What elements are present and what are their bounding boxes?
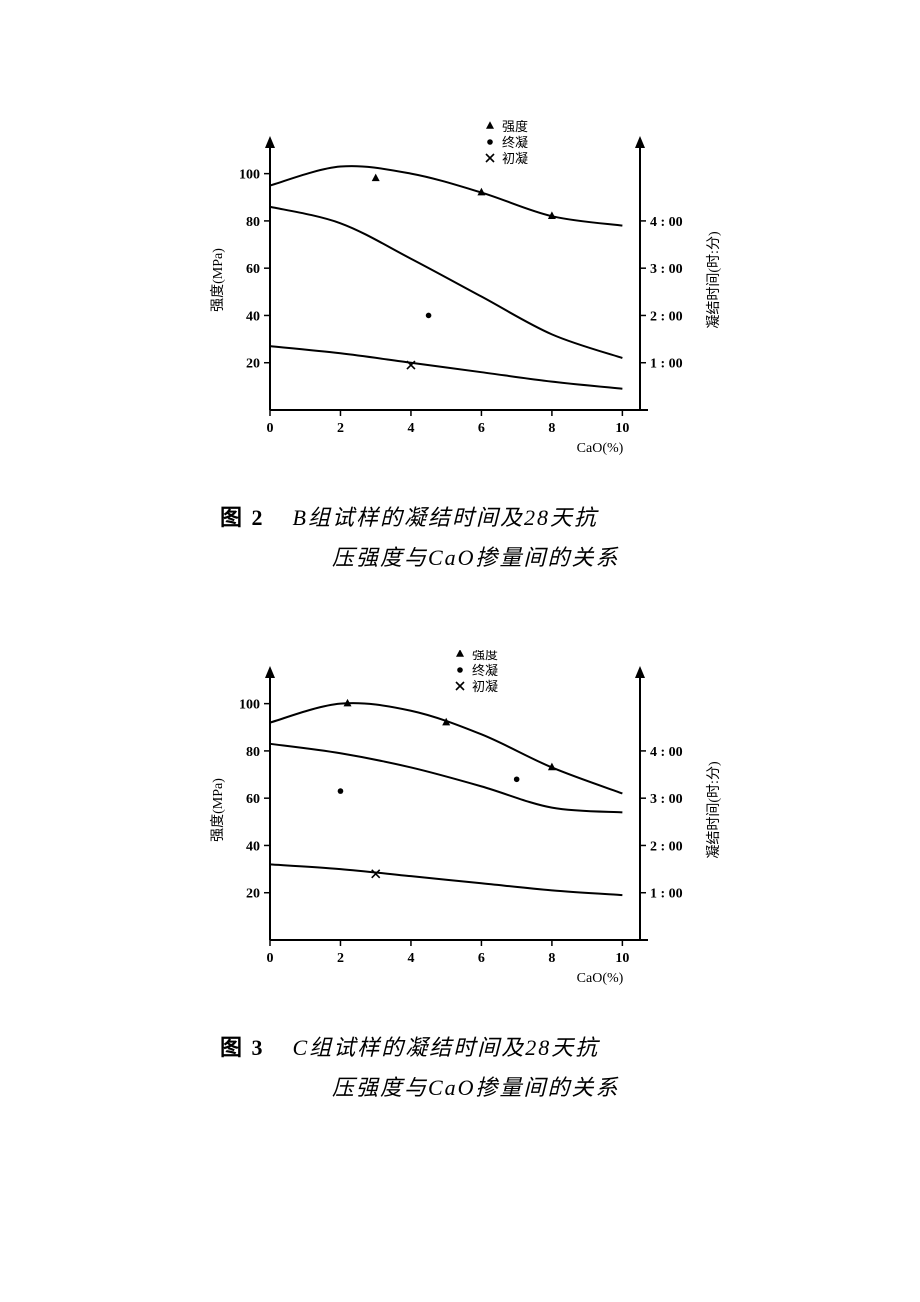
svg-text:4 : 00: 4 : 00 <box>650 215 683 230</box>
svg-text:40: 40 <box>246 309 260 324</box>
svg-text:80: 80 <box>246 745 260 760</box>
svg-text:3 : 00: 3 : 00 <box>650 262 683 277</box>
svg-text:2: 2 <box>337 951 344 966</box>
svg-text:20: 20 <box>246 887 260 902</box>
svg-text:8: 8 <box>548 951 555 966</box>
figure-2-block: 0 2 4 6 8 10 CaO(%) 20 40 60 80 100 强度(MPa) 1 : 00 2 :… <box>200 120 760 577</box>
figure-3-label: 图 3 <box>220 1035 265 1060</box>
svg-text:10: 10 <box>615 421 629 436</box>
svg-text:2: 2 <box>337 421 344 436</box>
svg-text:终凝: 终凝 <box>472 663 498 678</box>
figure-2-caption-line2: 压强度与CaO掺量间的关系 <box>220 538 740 578</box>
svg-text:10: 10 <box>615 951 629 966</box>
svg-text:强度: 强度 <box>472 650 498 662</box>
svg-text:初凝: 初凝 <box>472 679 498 694</box>
svg-text:凝结时间(时:分): 凝结时间(时:分) <box>706 231 722 329</box>
svg-text:6: 6 <box>478 951 485 966</box>
svg-text:2 : 00: 2 : 00 <box>650 309 683 324</box>
svg-text:4: 4 <box>407 421 414 436</box>
svg-text:4: 4 <box>407 951 414 966</box>
svg-text:2 : 00: 2 : 00 <box>650 839 683 854</box>
figure-3-caption-line1: C组试样的凝结时间及28天抗 <box>293 1035 600 1060</box>
figure-3-caption-line2: 压强度与CaO掺量间的关系 <box>220 1068 740 1108</box>
figure-3-caption: 图 3 C组试样的凝结时间及28天抗 压强度与CaO掺量间的关系 <box>200 1028 760 1107</box>
figure-3-chart: 0 2 4 6 8 10 CaO(%) 20 40 60 80 100 强度(MPa) 1 : 00 2 :… <box>200 650 760 1000</box>
svg-text:0: 0 <box>267 951 274 966</box>
figure-2-chart: 0 2 4 6 8 10 CaO(%) 20 40 60 80 100 强度(MPa) 1 : 00 2 :… <box>200 120 760 470</box>
figure-2-label: 图 2 <box>220 505 265 530</box>
svg-text:1 : 00: 1 : 00 <box>650 887 683 902</box>
svg-text:强度(MPa): 强度(MPa) <box>210 248 226 312</box>
svg-text:100: 100 <box>239 698 260 713</box>
svg-text:100: 100 <box>239 168 260 183</box>
svg-text:强度(MPa): 强度(MPa) <box>210 778 226 842</box>
svg-text:CaO(%): CaO(%) <box>577 971 624 986</box>
figure-2-caption-line1: B组试样的凝结时间及28天抗 <box>293 505 598 530</box>
svg-text:80: 80 <box>246 215 260 230</box>
svg-text:初凝: 初凝 <box>502 151 528 166</box>
svg-text:6: 6 <box>478 421 485 436</box>
svg-text:60: 60 <box>246 792 260 807</box>
svg-text:8: 8 <box>548 421 555 436</box>
svg-text:60: 60 <box>246 262 260 277</box>
svg-text:终凝: 终凝 <box>502 135 528 150</box>
svg-text:1 : 00: 1 : 00 <box>650 357 683 372</box>
figure-3-block: 0 2 4 6 8 10 CaO(%) 20 40 60 80 100 强度(MPa) 1 : 00 2 :… <box>200 650 760 1107</box>
figure-2-caption: 图 2 B组试样的凝结时间及28天抗 压强度与CaO掺量间的关系 <box>200 498 760 577</box>
svg-text:4 : 00: 4 : 00 <box>650 745 683 760</box>
svg-text:40: 40 <box>246 839 260 854</box>
svg-text:强度: 强度 <box>502 120 528 134</box>
svg-text:CaO(%): CaO(%) <box>577 441 624 456</box>
svg-text:0: 0 <box>267 421 274 436</box>
svg-text:凝结时间(时:分): 凝结时间(时:分) <box>706 761 722 859</box>
svg-text:3 : 00: 3 : 00 <box>650 792 683 807</box>
svg-text:20: 20 <box>246 357 260 372</box>
